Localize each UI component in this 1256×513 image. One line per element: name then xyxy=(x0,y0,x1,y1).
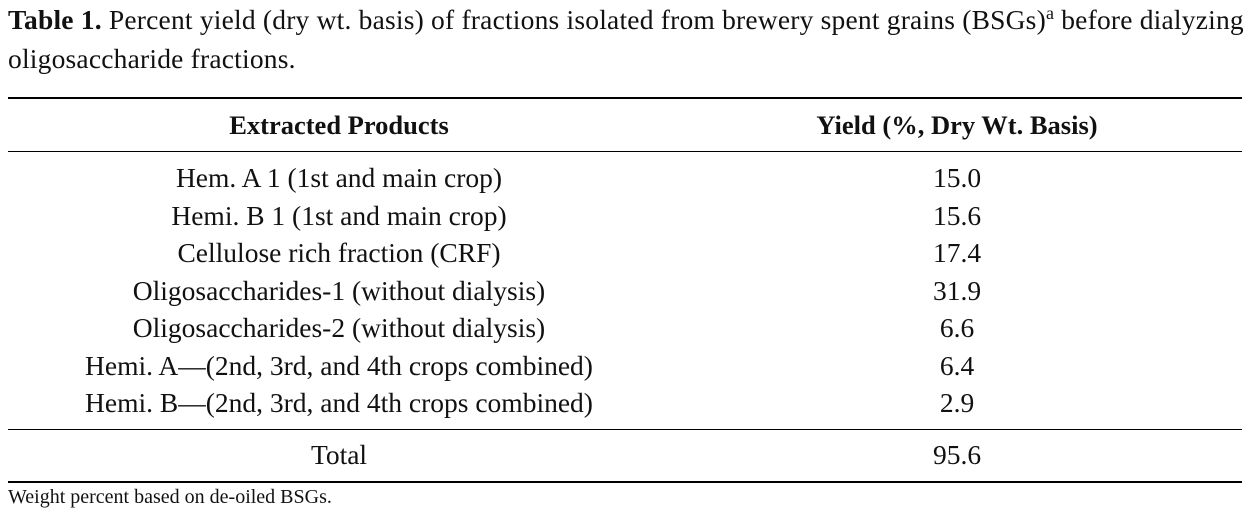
caption-superscript: a xyxy=(1045,2,1055,23)
product-cell: Oligosaccharides-1 (without dialysis) xyxy=(132,274,546,306)
product-cell: Oligosaccharides-2 (without dialysis) xyxy=(132,312,546,343)
yield-cell: 6.4 xyxy=(939,349,975,381)
header-rule xyxy=(8,151,1242,152)
yield-cell: 2.9 xyxy=(939,387,975,418)
yield-cell: 15.6 xyxy=(932,199,982,231)
caption-text: Percent yield (dry wt. basis) of fractio… xyxy=(108,4,1046,35)
yield-cell: 15.0 xyxy=(932,162,982,193)
product-cell: Cellulose rich fraction (CRF) xyxy=(177,237,501,268)
top-rule xyxy=(8,97,1242,99)
total-value: 95.6 xyxy=(932,438,982,470)
yield-cell: 31.9 xyxy=(932,274,982,306)
total-label: Total xyxy=(310,438,368,470)
header-cell: Yield (%, Dry Wt. Basis) xyxy=(816,110,1098,140)
product-cell: Hemi. B—(2nd, 3rd, and 4th crops combine… xyxy=(85,387,593,418)
total-rule xyxy=(8,428,1242,430)
product-cell: Hemi. A—(2nd, 3rd, and 4th crops combine… xyxy=(85,349,593,381)
caption-text-end: before dialyzing oligosaccharide fractio… xyxy=(8,4,1244,74)
product-cell: Hem. A 1 (1st and main crop) xyxy=(175,162,503,193)
header-cell: Extracted Products xyxy=(229,110,449,140)
product-cell: Hemi. B 1 (1st and main crop) xyxy=(171,199,507,231)
caption-label: Table 1. xyxy=(8,4,102,35)
footnote: Weight percent based on de-oiled BSGs. xyxy=(8,486,332,508)
bottom-rule xyxy=(8,481,1242,483)
yield-cell: 17.4 xyxy=(932,237,982,268)
table-caption: Table 1. Percent yield (dry wt. basis) o… xyxy=(8,0,1252,78)
yield-cell: 6.6 xyxy=(939,312,975,343)
